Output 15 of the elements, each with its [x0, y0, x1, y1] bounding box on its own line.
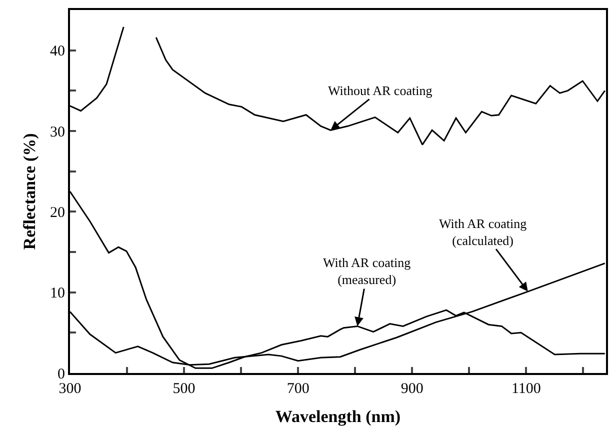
annotation: Without AR coating — [328, 83, 433, 98]
x-tick-label: 500 — [172, 381, 196, 397]
x-tick-label: 300 — [58, 381, 82, 397]
annotation: With AR coating (measured) — [323, 255, 412, 287]
y-tick-label: 0 — [58, 366, 65, 382]
x-axis-title: Wavelength (nm) — [275, 406, 401, 426]
y-tick-label: 40 — [50, 44, 65, 60]
annotation: With AR coating (calculated) — [439, 216, 528, 248]
x-tick-label: 1100 — [511, 381, 541, 397]
y-tick-label: 20 — [50, 204, 65, 221]
y-tick-label: 30 — [50, 124, 65, 140]
x-tick-label: 900 — [400, 381, 424, 397]
y-tick-label: 10 — [50, 286, 65, 302]
y-axis-title: Reflectance (%) — [20, 133, 40, 250]
x-tick-label: 700 — [286, 381, 310, 397]
